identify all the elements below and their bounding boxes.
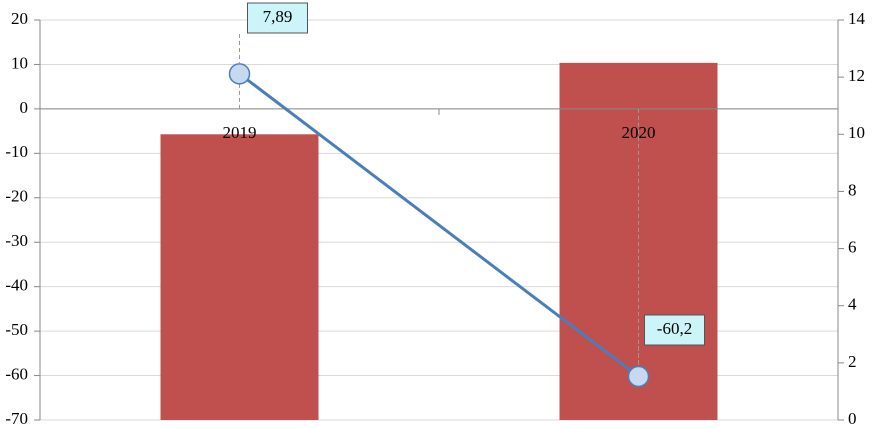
label-box bbox=[644, 314, 705, 346]
y-tick-label: 10 bbox=[11, 53, 28, 72]
y-tick-label: -50 bbox=[5, 320, 28, 339]
y2-tick-label: 2 bbox=[848, 352, 857, 371]
y-tick-label: 0 bbox=[20, 98, 29, 117]
marker bbox=[627, 365, 650, 388]
data-label: 7,89 bbox=[263, 7, 293, 26]
y-tick-label: -30 bbox=[5, 231, 28, 250]
y-tick-label: -20 bbox=[5, 187, 28, 206]
y-tick-label: -40 bbox=[5, 276, 28, 295]
bar bbox=[160, 134, 319, 421]
y2-tick-label: 4 bbox=[848, 295, 857, 314]
marker bbox=[228, 63, 251, 85]
y-tick-label: -70 bbox=[5, 409, 28, 428]
x-tick-label: 2019 bbox=[223, 123, 257, 142]
y2-tick-label: 8 bbox=[848, 180, 857, 199]
y2-tick-label: 14 bbox=[848, 9, 866, 28]
y2-tick-label: 0 bbox=[848, 409, 857, 428]
y2-tick-label: 12 bbox=[848, 66, 865, 85]
label-box bbox=[247, 2, 308, 34]
y2-tick-label: 6 bbox=[848, 237, 857, 256]
y-tick-label: -10 bbox=[5, 142, 28, 161]
data-label: -60,2 bbox=[657, 319, 692, 338]
y-tick-label: -60 bbox=[5, 364, 28, 383]
y2-tick-label: 10 bbox=[848, 123, 865, 142]
y-tick-label: 20 bbox=[11, 9, 28, 28]
line bbox=[238, 72, 640, 378]
